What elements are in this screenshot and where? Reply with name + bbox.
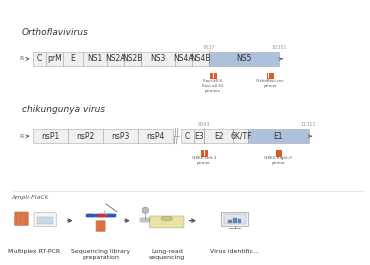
Text: nsP3: nsP3 xyxy=(111,132,130,141)
Bar xyxy=(20,220,23,225)
Text: NS2B: NS2B xyxy=(122,54,143,63)
Ellipse shape xyxy=(161,216,172,221)
Bar xyxy=(107,52,124,66)
Text: Long-read
sequencing: Long-read sequencing xyxy=(149,249,185,260)
Text: Orthoflavivirus: Orthoflavivirus xyxy=(22,28,89,37)
Bar xyxy=(233,218,236,223)
Text: 6K/TF: 6K/TF xyxy=(230,132,252,141)
Text: NS4B: NS4B xyxy=(191,54,211,63)
Text: E: E xyxy=(71,54,75,63)
Bar xyxy=(124,52,141,66)
Bar xyxy=(248,129,309,143)
Text: Ampli-FlaCk: Ampli-FlaCk xyxy=(11,195,48,200)
FancyBboxPatch shape xyxy=(149,216,184,228)
Text: 11311: 11311 xyxy=(301,122,316,127)
Bar xyxy=(209,52,279,66)
Text: NS5: NS5 xyxy=(236,54,252,63)
Text: Flavi-all-S
Flavi-all-S2
primers: Flavi-all-S Flavi-all-S2 primers xyxy=(202,79,224,93)
Text: prM: prM xyxy=(47,54,62,63)
Bar xyxy=(68,129,103,143)
Text: chikungunya virus: chikungunya virus xyxy=(22,105,105,114)
Text: nsP2: nsP2 xyxy=(76,132,94,141)
Text: E2: E2 xyxy=(214,132,223,141)
Bar xyxy=(63,52,83,66)
Bar xyxy=(204,129,233,143)
Text: 8543: 8543 xyxy=(198,122,210,127)
Ellipse shape xyxy=(142,207,149,214)
Bar xyxy=(33,52,46,66)
FancyBboxPatch shape xyxy=(96,220,105,232)
Text: 10351: 10351 xyxy=(271,45,287,50)
FancyBboxPatch shape xyxy=(18,212,24,226)
Bar xyxy=(224,214,246,224)
Text: E1: E1 xyxy=(274,132,283,141)
Bar xyxy=(33,129,68,143)
Bar xyxy=(16,220,19,225)
Text: NS4A: NS4A xyxy=(173,54,194,63)
Text: NS2A: NS2A xyxy=(105,54,125,63)
Bar xyxy=(141,52,175,66)
Bar xyxy=(103,129,138,143)
Text: R: R xyxy=(20,134,24,139)
Bar xyxy=(24,220,28,225)
Bar xyxy=(233,129,248,143)
Text: Sequencing library
preparation: Sequencing library preparation xyxy=(71,249,130,260)
Bar xyxy=(37,217,53,224)
Text: C: C xyxy=(185,132,190,141)
FancyBboxPatch shape xyxy=(221,212,248,226)
Text: Orthoflaui-rev
primer: Orthoflaui-rev primer xyxy=(256,79,285,88)
FancyBboxPatch shape xyxy=(34,213,56,227)
Text: Virus identific...: Virus identific... xyxy=(210,249,259,254)
Bar xyxy=(83,52,107,66)
Bar xyxy=(138,129,173,143)
Bar xyxy=(192,52,209,66)
Text: NS1: NS1 xyxy=(87,54,103,63)
Text: Multiplex RT-PCR: Multiplex RT-PCR xyxy=(8,249,60,254)
Text: CHIKV-Right-0
primer: CHIKV-Right-0 primer xyxy=(264,156,293,165)
Text: R: R xyxy=(20,56,24,61)
FancyBboxPatch shape xyxy=(23,212,28,226)
Text: C: C xyxy=(37,54,42,63)
Text: NS3: NS3 xyxy=(150,54,166,63)
Bar xyxy=(194,129,204,143)
Bar xyxy=(228,220,232,223)
Bar xyxy=(181,129,194,143)
FancyBboxPatch shape xyxy=(14,212,20,226)
Text: nsP4: nsP4 xyxy=(146,132,165,141)
Text: nsP1: nsP1 xyxy=(41,132,59,141)
Text: CHIKV-Left-1
primer: CHIKV-Left-1 primer xyxy=(191,156,217,165)
Bar xyxy=(46,52,63,66)
Bar xyxy=(238,219,241,223)
Text: 7637: 7637 xyxy=(203,45,216,50)
Bar xyxy=(175,52,192,66)
Text: E3: E3 xyxy=(194,132,204,141)
